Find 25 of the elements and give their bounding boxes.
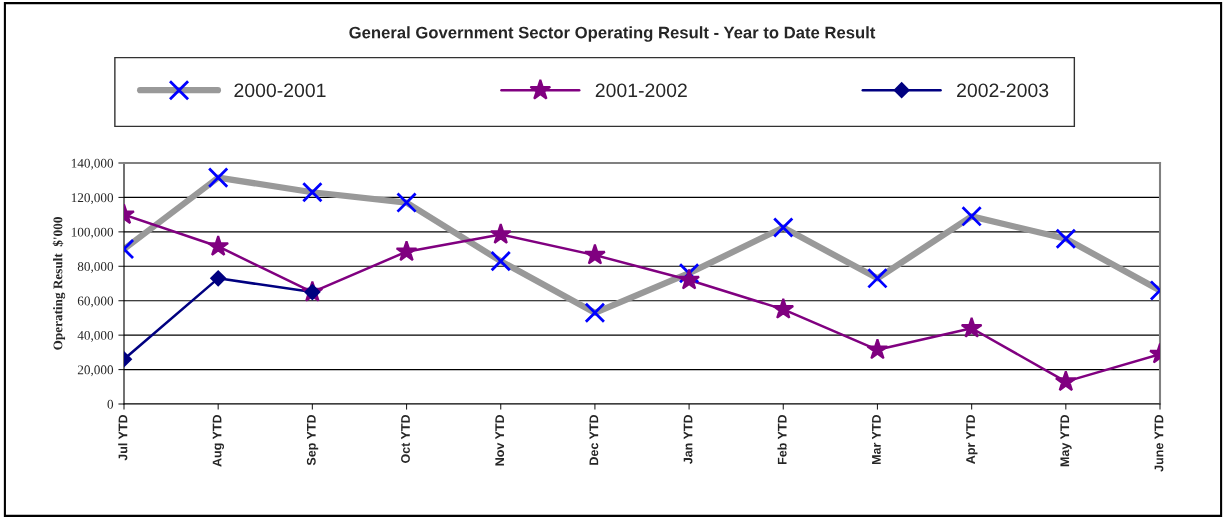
- chart-title: General Government Sector Operating Result - Year to Date Result: [349, 26, 876, 42]
- x-tick-label: Jan YTD: [683, 414, 693, 465]
- x-tick-label: Dec YTD: [589, 414, 599, 465]
- y-tick-label: 40,000: [77, 330, 114, 342]
- legend-label: 2000-2001: [234, 83, 326, 98]
- x-tick-label: Apr YTD: [966, 414, 978, 464]
- y-tick-label: 80,000: [77, 262, 114, 273]
- legend-label: 2002-2003: [957, 83, 1049, 98]
- y-tick-label: 0: [107, 399, 114, 409]
- x-tick-label: Oct YTD: [401, 414, 410, 463]
- y-axis-title: Operating Result $'000: [52, 217, 66, 350]
- x-tick-label: May YTD: [1060, 414, 1072, 467]
- x-tick-label: Feb YTD: [777, 414, 787, 465]
- y-tick-label: 20,000: [77, 365, 114, 377]
- x-tick-label: Nov YTD: [495, 414, 505, 466]
- y-tick-label: 100,000: [71, 227, 114, 239]
- x-tick-label: June YTD: [1154, 414, 1164, 472]
- x-tick-label: Jul YTD: [118, 414, 128, 461]
- y-tick-label: 140,000: [71, 158, 114, 170]
- legend-label: 2001-2002: [595, 83, 687, 98]
- x-tick-label: Sep YTD: [306, 414, 319, 466]
- x-tick-label: Mar YTD: [872, 414, 881, 465]
- y-tick-label: 120,000: [71, 193, 114, 205]
- y-tick-label: 60,000: [77, 296, 114, 308]
- x-tick-label: Aug YTD: [212, 414, 225, 467]
